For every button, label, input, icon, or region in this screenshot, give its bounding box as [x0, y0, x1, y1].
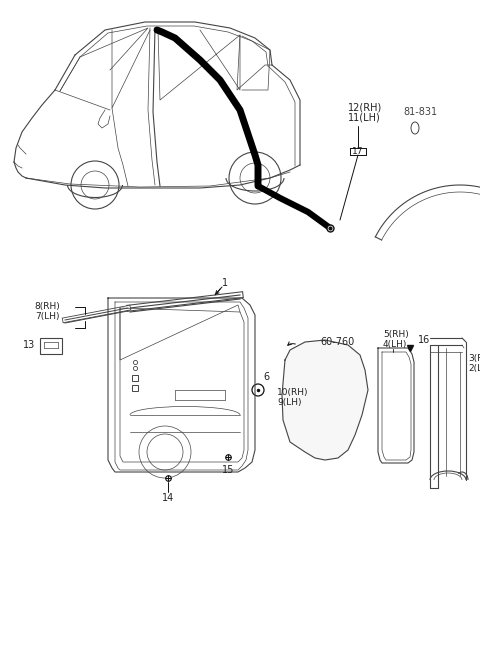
Text: 81-831: 81-831	[403, 107, 437, 117]
Text: 60-760: 60-760	[320, 337, 354, 347]
Text: 4(LH): 4(LH)	[383, 340, 408, 350]
Text: 3(RH): 3(RH)	[468, 354, 480, 363]
Text: 8(RH): 8(RH)	[34, 302, 60, 312]
Text: 7(LH): 7(LH)	[36, 312, 60, 321]
Text: 11(LH): 11(LH)	[348, 113, 381, 123]
Text: 14: 14	[162, 493, 174, 503]
Text: 5(RH): 5(RH)	[383, 331, 409, 340]
Text: 15: 15	[222, 465, 234, 475]
Text: 6: 6	[263, 372, 269, 382]
Text: 16: 16	[418, 335, 430, 345]
Text: 13: 13	[23, 340, 35, 350]
Text: 17: 17	[352, 148, 364, 157]
Text: 1: 1	[222, 278, 228, 288]
Text: 2(LH): 2(LH)	[468, 363, 480, 373]
Bar	[40, 338, 62, 354]
Polygon shape	[282, 340, 368, 460]
Text: 9(LH): 9(LH)	[277, 398, 301, 407]
Text: 10(RH): 10(RH)	[277, 388, 309, 396]
Text: 12(RH): 12(RH)	[348, 103, 382, 113]
